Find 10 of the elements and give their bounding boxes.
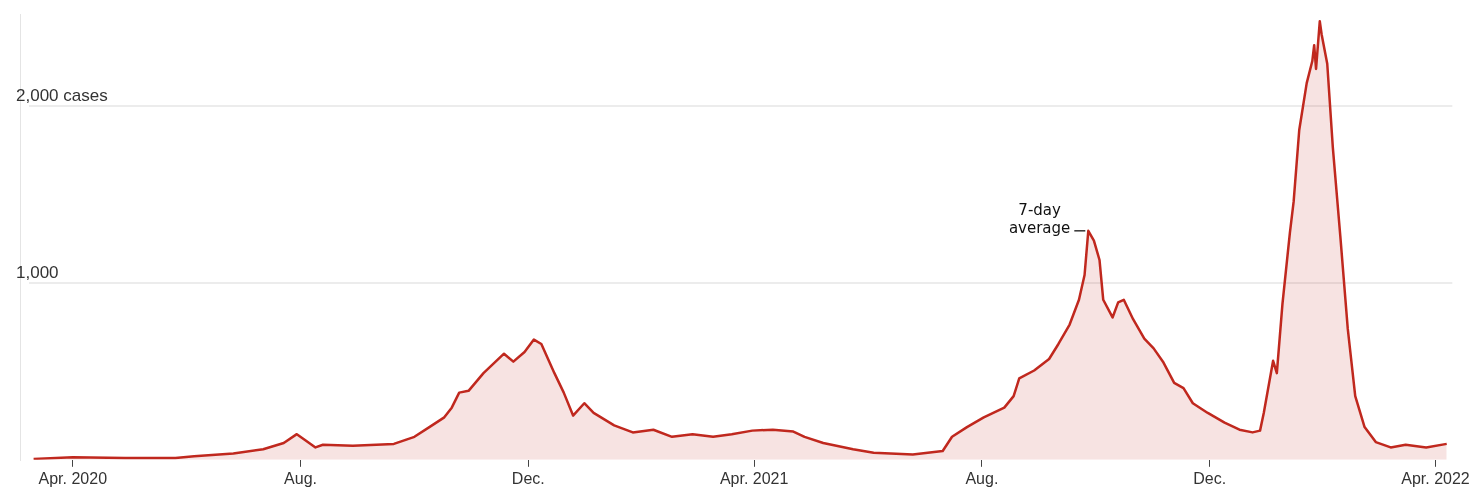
x-tick-label: Dec. [1193, 469, 1227, 487]
x-tick-label: Apr. 2021 [719, 469, 789, 487]
x-tick-label: Aug. [965, 469, 999, 487]
x-tick-label: Apr. 2020 [38, 469, 108, 487]
x-tick-label: Aug. [284, 469, 317, 487]
x-tick-label: Apr. 2022 [1401, 469, 1470, 487]
annotation: 7-day average [1008, 200, 1071, 237]
y-tick-label: 2,000 cases [16, 85, 108, 105]
x-tick-label: Dec. [511, 469, 545, 487]
y-tick-label: 1,000 [16, 262, 59, 282]
